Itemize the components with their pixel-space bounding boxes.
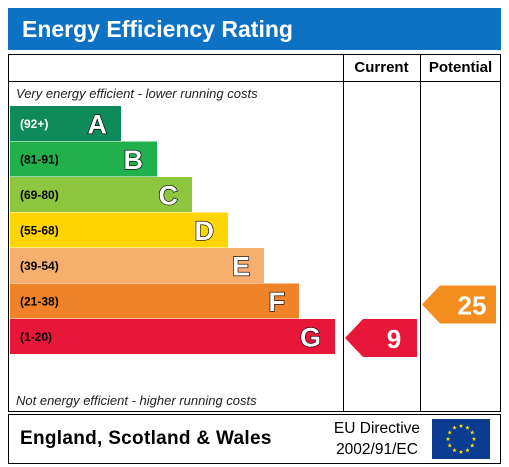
rating-band-a	[10, 106, 121, 141]
eu-star-icon	[465, 447, 470, 453]
column-divider-potential	[420, 54, 421, 412]
eu-star-icon	[447, 443, 453, 448]
band-range-c: (69-80)	[20, 188, 59, 202]
eu-directive: EU Directive 2002/91/EC	[328, 418, 426, 460]
column-header-current: Current	[354, 59, 409, 76]
eu-star-icon	[445, 436, 451, 441]
band-letter-f: F	[269, 287, 286, 317]
eu-star-icon	[469, 443, 475, 448]
band-range-e: (39-54)	[20, 259, 59, 273]
current-rating-arrow-value: 9	[387, 324, 401, 354]
eu-star-icon	[452, 447, 457, 453]
potential-rating-arrow	[422, 285, 496, 324]
eu-star-icon	[458, 449, 464, 454]
header-divider	[8, 81, 501, 82]
page-title: Energy Efficiency Rating	[22, 16, 293, 42]
rating-table-frame	[8, 54, 501, 412]
note-not-efficient: Not energy efficient - higher running co…	[16, 393, 257, 408]
band-range-a: (92+)	[20, 117, 48, 131]
eu-star-icon	[458, 423, 464, 428]
footer-country: England, Scotland & Wales	[20, 428, 272, 449]
eu-directive-line2: 2002/91/EC	[336, 441, 418, 458]
band-range-g: (1-20)	[20, 330, 52, 344]
column-header-potential: Potential	[428, 59, 493, 76]
band-letter-g: G	[300, 323, 321, 353]
band-letter-b: B	[124, 145, 144, 175]
rating-band-f	[10, 283, 299, 319]
column-divider-current	[343, 54, 344, 412]
band-letter-a: A	[88, 110, 108, 140]
band-letter-e: E	[232, 252, 250, 282]
note-very-efficient: Very energy efficient - lower running co…	[16, 86, 258, 101]
potential-rating-arrow-value: 25	[458, 291, 487, 321]
band-letter-d: D	[195, 216, 215, 246]
footer-frame	[8, 414, 501, 464]
band-letter-c: C	[159, 181, 179, 211]
band-range-b: (81-91)	[20, 153, 59, 167]
rating-band-g	[10, 319, 335, 354]
eu-star-icon	[471, 436, 477, 441]
eu-directive-line1: EU Directive	[333, 420, 421, 437]
current-rating-arrow	[345, 319, 417, 357]
eu-star-icon	[447, 430, 453, 435]
title-bar	[8, 8, 501, 50]
rating-band-b	[10, 141, 157, 177]
eu-star-icon	[465, 425, 470, 430]
rating-band-c	[10, 177, 192, 212]
eu-star-icon	[469, 430, 475, 435]
band-range-d: (55-68)	[20, 224, 59, 238]
eu-star-icon	[452, 425, 457, 430]
rating-band-e	[10, 248, 264, 283]
band-range-f: (21-38)	[20, 295, 59, 309]
rating-band-d	[10, 212, 228, 248]
eu-flag-icon	[432, 419, 490, 459]
